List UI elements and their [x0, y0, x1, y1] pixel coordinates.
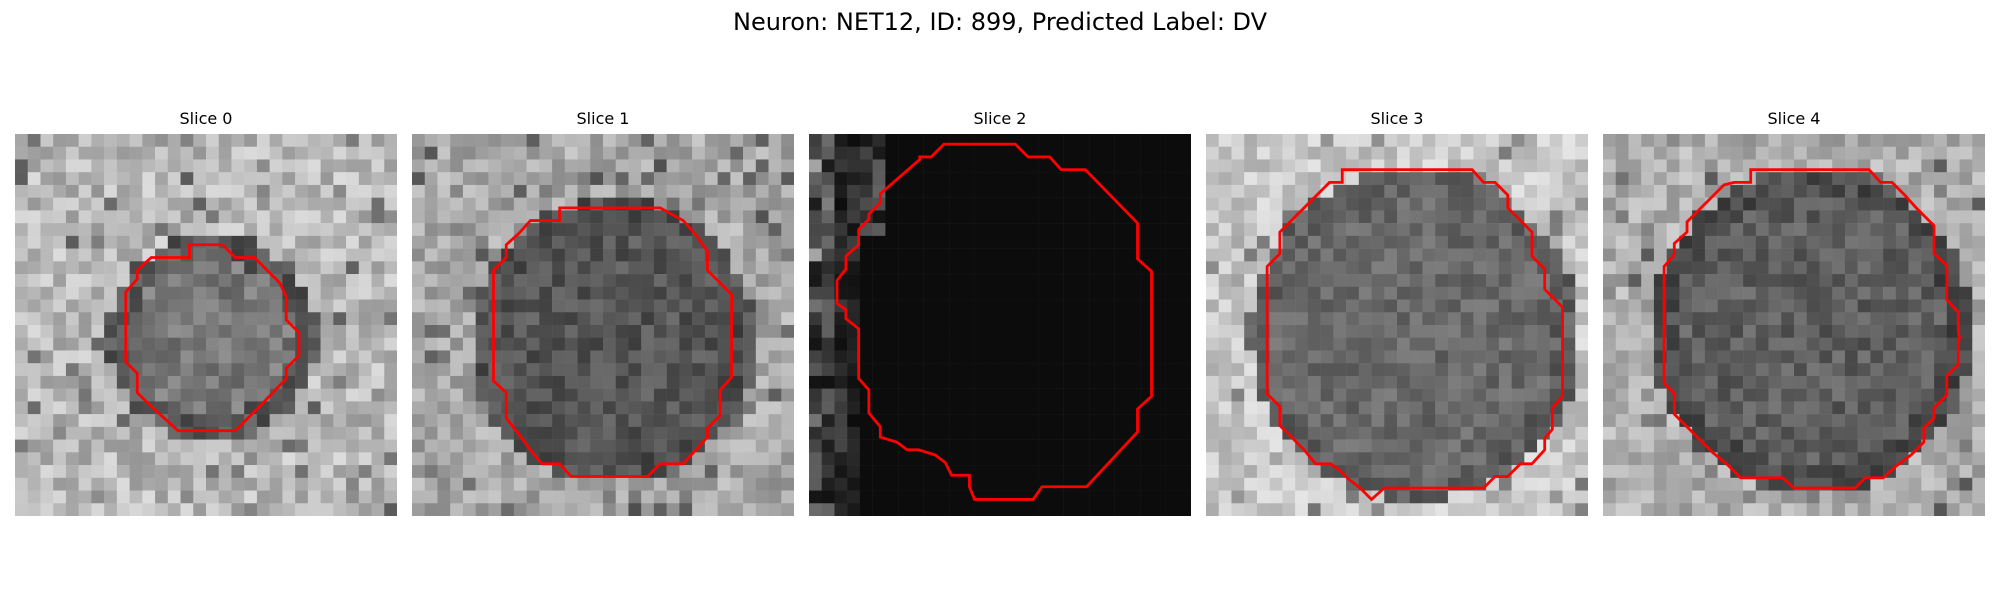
segmentation-contour [835, 142, 1153, 501]
slice-image [1206, 134, 1588, 516]
segmentation-contour [124, 243, 301, 433]
slice-panel-1: Slice 1 [412, 108, 794, 518]
slice-panel-4: Slice 4 [1603, 108, 1985, 518]
slice-panel-0: Slice 0 [15, 108, 397, 518]
figure-title: Neuron: NET12, ID: 899, Predicted Label:… [732, 8, 1268, 36]
slice-title: Slice 2 [973, 109, 1027, 128]
segmentation-contour [1265, 168, 1564, 502]
slice-image [412, 134, 794, 516]
slice-image [15, 134, 397, 516]
pixel-grid [1206, 134, 1588, 516]
pixel-grid [809, 134, 1191, 516]
segmentation-contour [492, 206, 734, 478]
pixel-grid [412, 134, 794, 516]
slice-panel-3: Slice 3 [1206, 108, 1588, 518]
slice-title: Slice 1 [576, 109, 630, 128]
slice-title: Slice 4 [1767, 109, 1821, 128]
slice-image [809, 134, 1191, 516]
pixel-grid [15, 134, 397, 516]
slice-title: Slice 0 [179, 109, 233, 128]
slice-image [1603, 134, 1985, 516]
pixel-grid [1603, 134, 1985, 516]
segmentation-contour [1662, 168, 1961, 490]
slice-panel-2: Slice 2 [809, 108, 1191, 518]
slice-title: Slice 3 [1370, 109, 1424, 128]
